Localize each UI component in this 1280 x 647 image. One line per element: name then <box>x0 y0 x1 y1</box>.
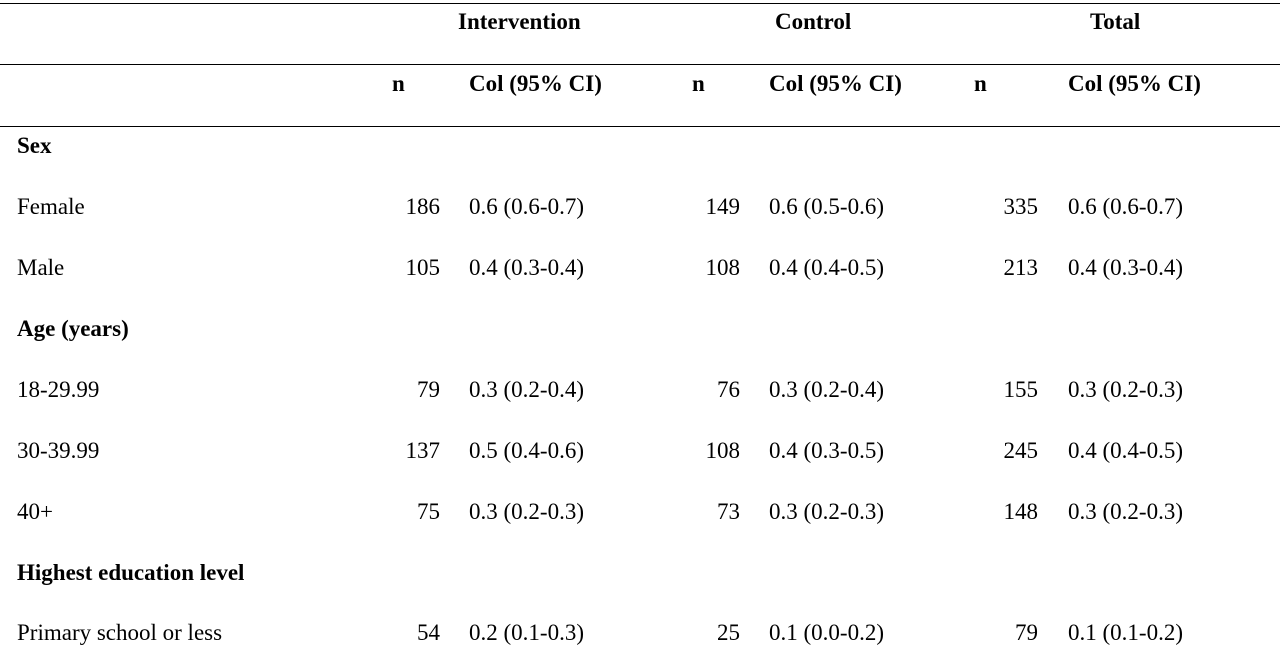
subheader-rule <box>0 126 1280 127</box>
cell-control-n: 76 <box>717 377 740 402</box>
cell-intervention-n: 54 <box>417 620 440 645</box>
row-label: Primary school or less <box>17 620 223 645</box>
cell-control-col: 0.3 (0.2-0.4) <box>769 377 884 402</box>
cell-total-n: 213 <box>1003 255 1039 280</box>
cell-control-col: 0.6 (0.5-0.6) <box>769 194 884 219</box>
row-label: Male <box>17 255 65 280</box>
cell-intervention-n: 137 <box>405 438 441 463</box>
cell-intervention-col: 0.3 (0.2-0.4) <box>469 377 584 402</box>
cell-intervention-col: 0.4 (0.3-0.4) <box>469 255 584 280</box>
cell-control-col: 0.3 (0.2-0.3) <box>769 499 884 524</box>
subheader-control-col: Col (95% CI) <box>769 71 902 96</box>
cell-control-col: 0.1 (0.0-0.2) <box>769 620 884 645</box>
row-label: 40+ <box>17 499 53 524</box>
cell-intervention-col: 0.5 (0.4-0.6) <box>469 438 584 463</box>
cell-intervention-col: 0.3 (0.2-0.3) <box>469 499 584 524</box>
cell-intervention-col: 0.6 (0.6-0.7) <box>469 194 584 219</box>
cell-total-col: 0.4 (0.3-0.4) <box>1068 255 1183 280</box>
cell-total-n: 245 <box>1003 438 1039 463</box>
cell-total-n: 155 <box>1003 377 1039 402</box>
subheader-intervention-col: Col (95% CI) <box>469 71 602 96</box>
subheader-total-col: Col (95% CI) <box>1068 71 1201 96</box>
cell-control-n: 73 <box>717 499 740 524</box>
cell-total-n: 148 <box>1003 499 1039 524</box>
cell-control-n: 108 <box>705 255 741 280</box>
section-title-education: Highest education level <box>17 560 245 585</box>
cell-control-n: 108 <box>705 438 741 463</box>
subheader-intervention-n: n <box>392 71 405 96</box>
cell-intervention-n: 75 <box>417 499 440 524</box>
group-header-intervention: Intervention <box>458 9 581 34</box>
cell-total-col: 0.3 (0.2-0.3) <box>1068 499 1183 524</box>
cell-total-n: 79 <box>1015 620 1038 645</box>
table-top-rule <box>0 3 1280 4</box>
row-label: Female <box>17 194 85 219</box>
cell-total-col: 0.1 (0.1-0.2) <box>1068 620 1183 645</box>
cell-control-col: 0.4 (0.4-0.5) <box>769 255 884 280</box>
section-title-age: Age (years) <box>17 316 129 341</box>
cell-control-n: 149 <box>705 194 741 219</box>
group-header-rule <box>0 64 1280 65</box>
cell-intervention-n: 79 <box>417 377 440 402</box>
group-header-control: Control <box>775 9 852 34</box>
cell-total-col: 0.6 (0.6-0.7) <box>1068 194 1183 219</box>
cell-control-col: 0.4 (0.3-0.5) <box>769 438 884 463</box>
group-header-total: Total <box>1090 9 1141 34</box>
subheader-total-n: n <box>974 71 987 96</box>
section-title-sex: Sex <box>17 133 52 158</box>
cell-total-col: 0.4 (0.4-0.5) <box>1068 438 1183 463</box>
cell-control-n: 25 <box>717 620 740 645</box>
cell-intervention-n: 105 <box>405 255 441 280</box>
cell-total-col: 0.3 (0.2-0.3) <box>1068 377 1183 402</box>
subheader-control-n: n <box>692 71 705 96</box>
cell-intervention-n: 186 <box>405 194 441 219</box>
cell-intervention-col: 0.2 (0.1-0.3) <box>469 620 584 645</box>
row-label: 18-29.99 <box>17 377 100 402</box>
cell-total-n: 335 <box>1003 194 1039 219</box>
row-label: 30-39.99 <box>17 438 100 463</box>
